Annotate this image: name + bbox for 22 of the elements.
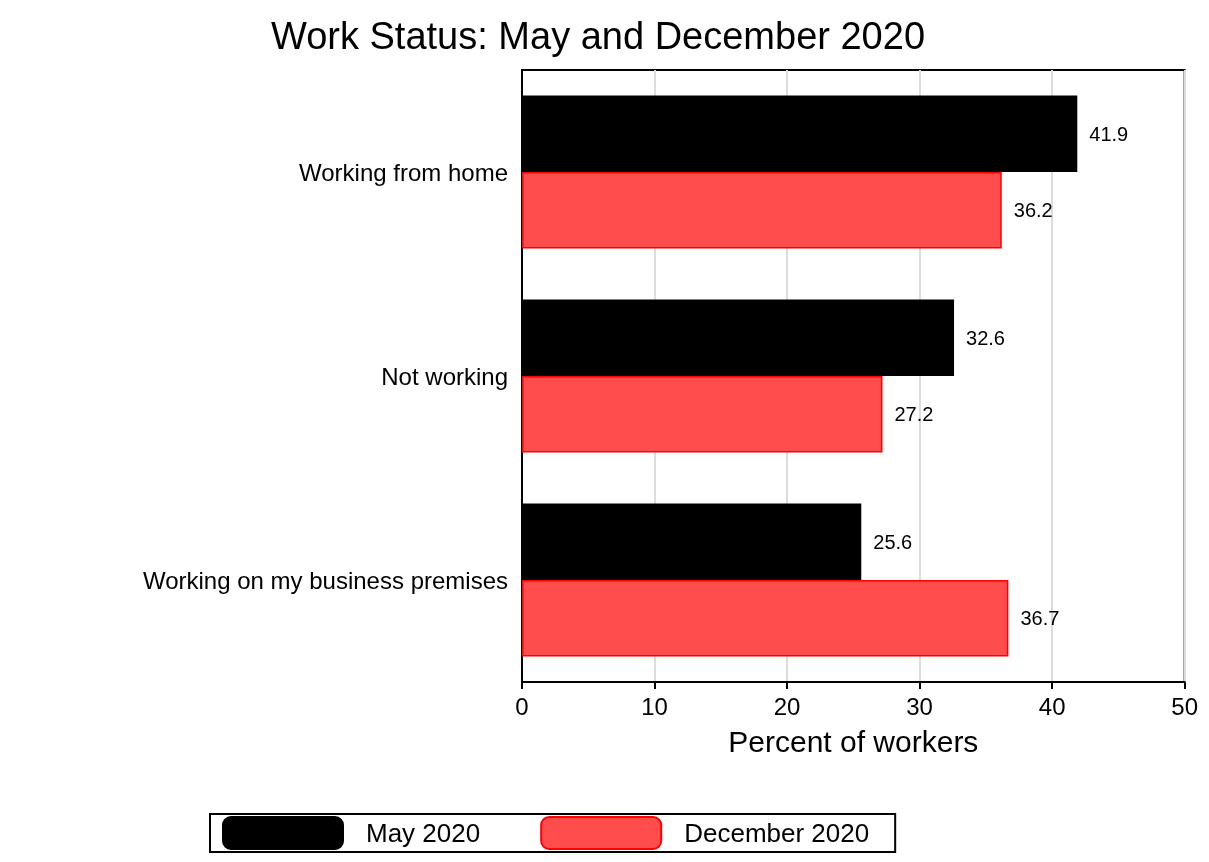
data-label: 25.6 xyxy=(873,530,913,553)
data-label: 36.7 xyxy=(1020,607,1060,630)
bar xyxy=(522,172,1002,249)
legend-label: December 2020 xyxy=(684,818,870,848)
y-tick-label: Not working xyxy=(381,362,508,390)
data-label: 36.2 xyxy=(1013,199,1053,222)
x-tick-label: 40 xyxy=(1038,692,1066,720)
x-tick-label: 50 xyxy=(1171,692,1198,720)
chart-title: Work Status: May and December 2020 xyxy=(270,15,926,57)
x-tick-label: 30 xyxy=(906,692,933,720)
x-tick-label: 20 xyxy=(773,692,801,720)
data-label: 27.2 xyxy=(894,403,934,426)
y-tick-label: Working on my business premises xyxy=(142,566,508,594)
data-label: 41.9 xyxy=(1089,122,1129,145)
bar xyxy=(522,376,883,453)
x-axis-title: Percent of workers xyxy=(728,724,979,758)
bar xyxy=(522,580,1009,657)
x-tick-label: 0 xyxy=(515,692,529,720)
data-label: 32.6 xyxy=(966,326,1005,349)
x-tick-label: 10 xyxy=(641,692,668,720)
legend-label: May 2020 xyxy=(366,818,481,848)
y-tick-label: Working from home xyxy=(299,158,508,186)
